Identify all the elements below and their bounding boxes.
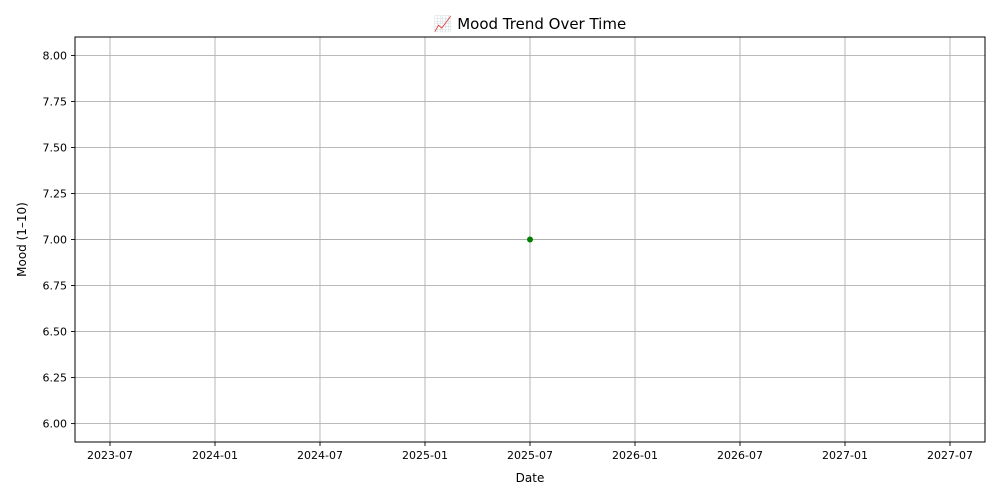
data-series — [527, 236, 533, 243]
x-tick-label: 2025-01 — [402, 449, 448, 462]
y-tick-label: 6.25 — [43, 372, 68, 385]
data-point — [527, 236, 533, 243]
y-axis-label: Mood (1–10) — [15, 202, 29, 277]
y-tick-label: 6.75 — [43, 280, 68, 293]
x-tick-label: 2027-07 — [927, 449, 973, 462]
x-tick-label: 2024-01 — [192, 449, 238, 462]
y-tick-label: 6.50 — [43, 326, 68, 339]
chart-title: 📈 Mood Trend Over Time — [434, 15, 626, 33]
x-axis-ticks: 2023-07 2024-01 2024-07 2025-01 2025-07 2026-… — [87, 442, 973, 462]
y-axis-ticks: 6.00 6.25 6.50 6.75 7.00 7.25 7.50 7.75 8.00 — [43, 49, 75, 431]
x-tick-label: 2025-07 — [507, 449, 553, 462]
y-tick-label: 6.00 — [43, 418, 68, 431]
x-tick-label: 2023-07 — [87, 449, 133, 462]
y-tick-label: 7.50 — [43, 141, 68, 154]
x-tick-label: 2026-01 — [612, 449, 658, 462]
x-tick-label: 2024-07 — [297, 449, 343, 462]
y-tick-label: 7.00 — [43, 234, 68, 247]
x-axis-label: Date — [516, 471, 545, 485]
x-tick-label: 2026-07 — [717, 449, 763, 462]
y-tick-label: 7.25 — [43, 187, 68, 200]
y-tick-label: 8.00 — [43, 49, 68, 62]
x-tick-label: 2027-01 — [822, 449, 868, 462]
y-tick-label: 7.75 — [43, 95, 68, 108]
